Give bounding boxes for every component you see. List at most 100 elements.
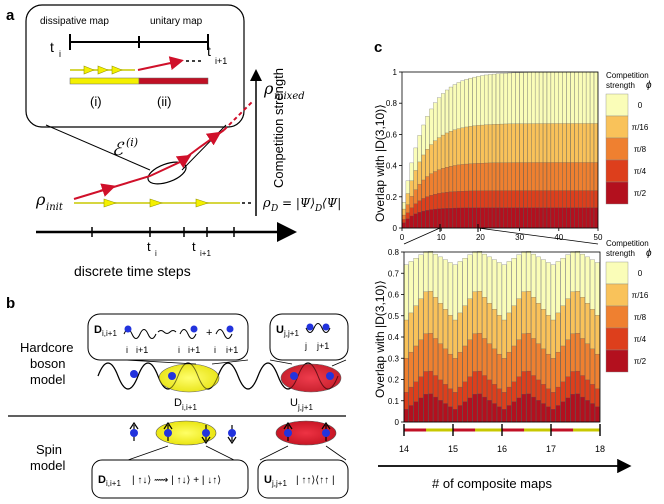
bottom-bar-π/2 — [457, 405, 463, 423]
bottom-ytick-label: 0.3 — [388, 354, 400, 363]
ellipse-u-label: U — [290, 397, 298, 409]
spin-site-5 — [284, 429, 292, 437]
spin-d-box-sub: i,i+1 — [106, 479, 121, 488]
bottom-bar-π/2 — [501, 409, 507, 423]
legend-swatch — [605, 115, 629, 139]
top-bar-π/2 — [492, 207, 497, 229]
inset-bar-unitary — [138, 77, 209, 85]
top-bar-π/2 — [558, 207, 563, 229]
bottom-xtick-label: 14 — [399, 444, 409, 454]
legend-swatch — [605, 137, 629, 161]
hardcore-u-particle-2 — [322, 323, 330, 331]
ellipse-d-sub: i,i+1 — [182, 403, 197, 412]
top-bar-π/2 — [421, 210, 426, 229]
inset-t-i: t — [50, 39, 54, 55]
u-box-connector-right — [331, 359, 347, 367]
legend-title-1: Competition — [606, 71, 649, 80]
inset-label-i: (i) — [90, 94, 102, 109]
u-box-connector-left — [269, 359, 293, 365]
top-bar-π/2 — [519, 207, 524, 229]
top-bar-π/2 — [550, 207, 555, 229]
bottom-bar-π/2 — [403, 409, 409, 423]
hardcore-d-box-sub: i,i+1 — [102, 329, 117, 338]
bottom-bar-π/2 — [575, 393, 581, 423]
hardcore-d-wave-3 — [215, 329, 233, 339]
inset-title-unitary: unitary map — [150, 16, 203, 27]
top-bar-π/2 — [433, 208, 438, 229]
bottom-xtick-label: 15 — [448, 444, 458, 454]
bottom-ytick-label: 0.7 — [388, 269, 400, 278]
legend-swatch — [605, 93, 629, 117]
time-t-i1-sub: i+1 — [200, 249, 211, 258]
bottom-bar-π/2 — [506, 405, 512, 423]
spin-site-1 — [130, 429, 138, 437]
site-j: j — [304, 341, 307, 351]
top-xtick-label: 10 — [437, 233, 446, 242]
bottom-ytick-label: 0.4 — [388, 333, 400, 342]
top-bar-π/2 — [578, 207, 583, 229]
top-bar-π/2 — [448, 208, 453, 229]
bottom-bar-π/2 — [492, 403, 497, 423]
bottom-xtick-label: 17 — [546, 444, 556, 454]
hardcore-d-particle-2 — [190, 325, 198, 333]
top-xtick-label: 20 — [476, 233, 485, 242]
top-ytick-label: 0.8 — [386, 99, 398, 108]
bottom-bar-π/2 — [580, 396, 585, 423]
legend-swatch — [605, 159, 629, 183]
inset-t-i1-sub: i+1 — [215, 56, 227, 66]
hardcore-d-particle-1 — [124, 325, 132, 333]
top-bar-π/2 — [417, 212, 422, 229]
bottom-bar-π/2 — [467, 397, 473, 423]
spin-u-box-label: U — [264, 474, 272, 486]
bottom-bar-π/2 — [413, 401, 419, 423]
top-xtick-label: 50 — [594, 233, 603, 242]
top-bar-π/2 — [542, 207, 547, 229]
rho-mixed: ρ — [263, 79, 274, 98]
chart-bottom-ylabel: Overlap with |D(3,10)⟩ — [373, 280, 387, 398]
d-box-connector-right — [211, 359, 249, 365]
legend-swatch — [605, 349, 629, 373]
hardcore-u-wave — [305, 323, 331, 333]
bottom-bar-π/2 — [541, 403, 546, 423]
top-bar-π/2 — [425, 210, 430, 229]
dissipative-trajectory-arrows — [103, 198, 209, 208]
ellipse-d-label: D — [174, 397, 182, 409]
top-ytick-label: 0 — [393, 224, 398, 233]
legend-label: π/4 — [634, 335, 647, 344]
spin-u-connector-left — [259, 445, 289, 461]
top-bar-π/2 — [484, 207, 489, 229]
legend-label: π/4 — [634, 167, 647, 176]
top-bar-π/2 — [495, 207, 500, 229]
cone-line-right — [181, 124, 227, 171]
bottom-bar-π/2 — [545, 406, 551, 423]
chart-top: 00.20.40.60.810 10 20 30 40 50 — [386, 68, 603, 242]
site-i1-c: i+1 — [226, 345, 238, 355]
legend-label: 0 — [638, 269, 643, 278]
top-bar-π/2 — [582, 207, 587, 229]
top-bar-π/2 — [535, 207, 540, 229]
bottom-ytick-label: 0 — [395, 418, 400, 427]
rho-init-sub: init — [46, 202, 64, 213]
top-bar-π/2 — [444, 208, 449, 229]
top-bar-π/2 — [539, 207, 544, 229]
bottom-ytick-label: 0.1 — [388, 397, 400, 406]
site-i1-a: i+1 — [136, 345, 148, 355]
hardcore-u-particle-1 — [306, 323, 314, 331]
bottom-bar-π/2 — [443, 403, 448, 423]
spin-d-box — [91, 459, 249, 499]
chart-top-ylabel-prefix: Overlap with |D(3,10)⟩ — [373, 104, 387, 222]
top-bar-π/2 — [441, 208, 446, 229]
bottom-bar-π/2 — [496, 406, 502, 423]
chart-bottom-ylabel-wrap: Overlap with |D(3,10)⟩ — [373, 280, 387, 398]
spin-line-2: model — [30, 458, 66, 473]
hardcore-particle-2 — [168, 372, 176, 380]
bottom-bar-π/2 — [511, 401, 517, 423]
top-bar-π/2 — [452, 207, 457, 229]
top-bar-π/2 — [527, 207, 532, 229]
inset-t-i-sub: i — [59, 49, 61, 59]
bottom-ytick-label: 0.2 — [388, 376, 400, 385]
top-ytick-label: 1 — [393, 68, 398, 77]
